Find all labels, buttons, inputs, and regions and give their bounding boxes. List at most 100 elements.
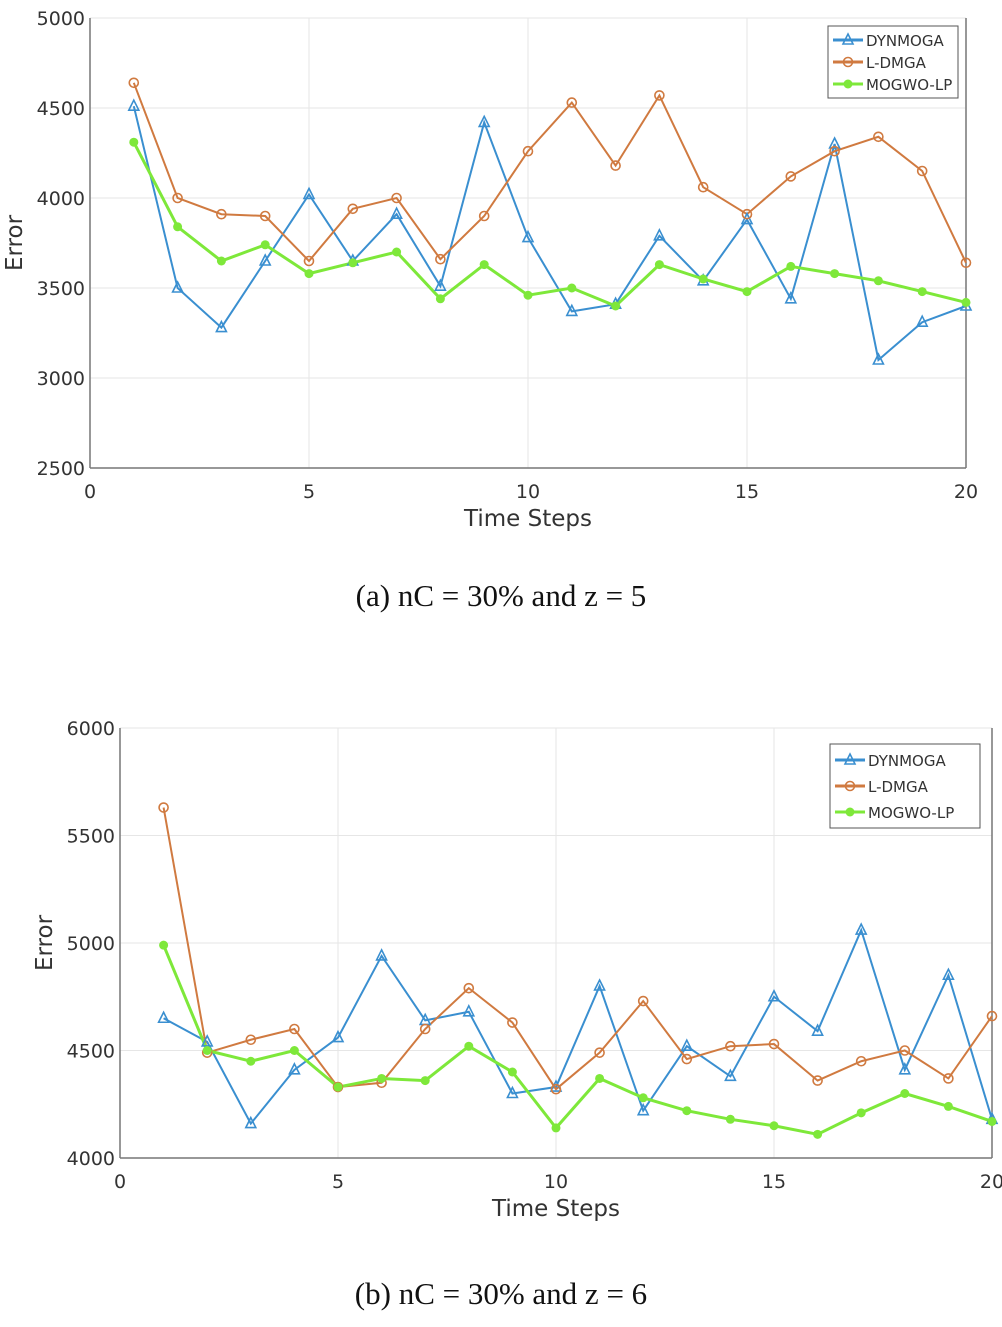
data-point-circle: [844, 780, 856, 792]
x-tick-label: 20: [980, 1171, 1002, 1193]
data-point-triangle: [375, 948, 388, 961]
data-point-circle: [654, 90, 665, 101]
data-point-triangle: [843, 752, 857, 765]
data-point-circle: [419, 1023, 431, 1035]
data-point-dot: [638, 1093, 648, 1103]
data-point-triangle: [653, 228, 666, 241]
data-point-circle: [637, 995, 649, 1007]
series-line-mogwo-lp: [132, 141, 967, 308]
data-point-circle: [785, 171, 797, 182]
data-point-dot: [845, 807, 855, 817]
data-point-triangle: [521, 229, 535, 243]
data-point-circle: [245, 1034, 257, 1046]
data-point-dot: [202, 1046, 212, 1055]
data-point-circle: [610, 160, 621, 171]
data-point-dot: [900, 1089, 910, 1098]
y-tick-label: 4500: [67, 1041, 115, 1063]
x-tick-label: 0: [84, 481, 96, 503]
chart-a: 2500 3000 3500 4000 4500 5000 0 5 10 15 20 Time Ste…: [2, 8, 978, 532]
data-point-dot: [595, 1073, 605, 1083]
data-point-circle: [289, 1023, 300, 1035]
data-point-circle: [128, 77, 140, 89]
data-point-dot: [961, 297, 971, 307]
data-point-circle: [522, 145, 534, 157]
legend-label: MOGWO-LP: [866, 76, 952, 94]
data-point-circle: [435, 253, 446, 265]
data-point-circle: [478, 210, 490, 222]
data-point-circle: [873, 131, 884, 143]
data-point-triangle: [288, 1062, 301, 1075]
data-point-circle: [172, 192, 183, 204]
data-point-triangle: [171, 280, 184, 293]
series-line-l-dmga: [132, 82, 967, 264]
data-point-dot: [348, 258, 358, 268]
y-tick-label: 4000: [37, 188, 85, 210]
series-line-l-dmga: [162, 807, 993, 1091]
data-point-triangle: [462, 1004, 476, 1017]
data-point-dot: [769, 1121, 779, 1131]
data-point-circle: [216, 208, 227, 220]
data-point-triangle: [331, 1029, 345, 1043]
data-point-dot: [856, 1108, 866, 1118]
data-point-circle: [507, 1017, 518, 1028]
x-tick-label: 10: [544, 1171, 568, 1193]
data-point-dot: [786, 261, 796, 271]
y-tick-label: 4000: [67, 1148, 115, 1170]
data-point-triangle: [593, 978, 606, 991]
data-point-triangle: [898, 1062, 912, 1075]
data-point-dot: [725, 1114, 735, 1124]
y-tick-label: 2500: [37, 458, 85, 480]
legend-label: L-DMGA: [868, 778, 929, 796]
data-point-dot: [742, 287, 752, 297]
data-point-dot: [917, 287, 927, 297]
data-point-triangle: [302, 186, 316, 200]
caption-b: (b) nC = 30% and z = 6: [354, 1276, 648, 1311]
data-point-dot: [813, 1129, 823, 1139]
chart-b: 4000 4500 5000 5500 6000 0 5 10 15 20 Time Steps Er…: [32, 718, 1002, 1222]
data-point-circle: [347, 203, 359, 215]
data-point-dot: [507, 1067, 517, 1077]
series-line-dynmoga: [163, 927, 993, 1126]
data-point-dot: [289, 1046, 299, 1055]
y-axis-label: Error: [2, 214, 28, 271]
data-point-dot: [435, 294, 445, 304]
data-point-dot: [392, 247, 402, 257]
data-point-circle: [899, 1045, 911, 1056]
data-point-dot: [420, 1076, 430, 1086]
data-point-triangle: [841, 32, 855, 45]
y-tick-label: 5000: [67, 933, 115, 955]
data-point-dot: [159, 940, 169, 950]
data-point-triangle: [680, 1038, 694, 1051]
data-point-circle: [812, 1075, 823, 1086]
data-point-triangle: [506, 1085, 519, 1099]
data-point-triangle: [157, 1010, 170, 1024]
y-tick-label: 3000: [37, 368, 85, 390]
data-point-dot: [173, 222, 183, 232]
data-point-dot: [843, 79, 853, 89]
data-point-triangle: [565, 303, 579, 317]
y-axis-label: Error: [32, 914, 58, 971]
data-point-circle: [768, 1038, 780, 1050]
data-point-triangle: [828, 136, 841, 149]
data-point-triangle: [767, 988, 781, 1002]
data-point-triangle: [215, 319, 228, 333]
data-point-dot: [682, 1106, 692, 1116]
data-point-dot: [698, 274, 708, 284]
y-tick-label: 6000: [67, 718, 115, 740]
data-point-dot: [464, 1041, 474, 1051]
data-point-dot: [377, 1073, 387, 1083]
data-point-triangle: [784, 291, 798, 304]
data-point-triangle: [854, 922, 868, 935]
data-point-circle: [855, 1055, 867, 1067]
data-point-circle: [829, 145, 840, 157]
data-point-circle: [960, 257, 972, 269]
data-point-circle: [725, 1040, 736, 1052]
data-point-triangle: [258, 253, 272, 266]
y-tick-label: 5500: [67, 826, 115, 848]
y-tick-label: 3500: [37, 278, 85, 300]
y-tick-label: 5000: [37, 8, 85, 30]
x-tick-label: 15: [735, 481, 759, 503]
data-point-dot: [260, 240, 270, 250]
data-point-dot: [830, 269, 840, 279]
